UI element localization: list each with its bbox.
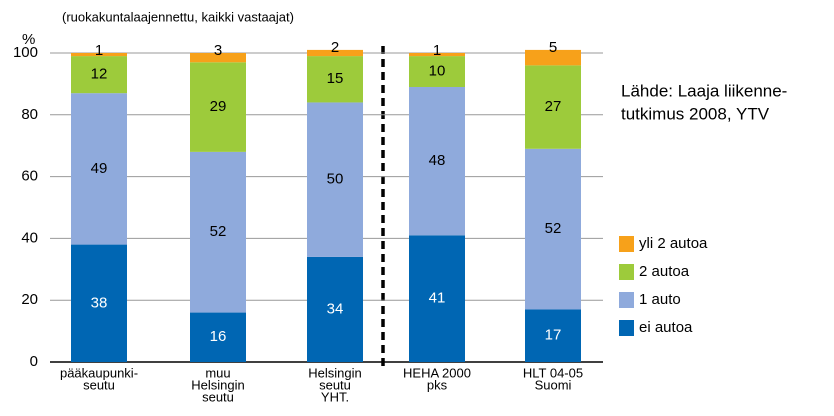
y-axis-label: % — [22, 31, 35, 48]
bar-segment — [409, 86, 465, 236]
data-label: 3 — [214, 42, 222, 59]
bar-segment — [525, 309, 581, 362]
x-tick-label: YHT. — [321, 389, 349, 404]
bar-segment — [525, 148, 581, 310]
legend-swatch — [619, 320, 634, 336]
data-label: 52 — [210, 223, 227, 240]
data-label: 1 — [433, 42, 441, 59]
legend-swatch — [619, 264, 634, 280]
data-label: 15 — [327, 70, 344, 87]
data-label: 34 — [327, 300, 344, 317]
bar-segment — [71, 56, 127, 94]
data-label: 50 — [327, 171, 344, 188]
legend-swatch — [619, 292, 634, 308]
source-line: Lähde: Laaja liikenne- — [621, 81, 787, 100]
data-label: 29 — [210, 98, 227, 115]
y-tick-label: 40 — [21, 229, 38, 246]
x-tick-label: Helsingin — [191, 377, 244, 392]
data-label: 38 — [91, 294, 108, 311]
y-tick-label: 0 — [30, 353, 38, 370]
data-label: 10 — [429, 63, 446, 80]
bar-segment — [190, 53, 246, 63]
bar-segment — [307, 56, 363, 103]
bar-segment — [525, 49, 581, 66]
bar-segment — [71, 53, 127, 57]
bar-segment — [190, 62, 246, 152]
legend-label: ei autoa — [639, 319, 693, 336]
data-label: 49 — [91, 160, 108, 177]
data-label: 41 — [429, 290, 446, 307]
y-tick-label: 60 — [21, 168, 38, 185]
data-label: 12 — [91, 66, 108, 83]
bar-segment — [307, 102, 363, 257]
source-line: tutkimus 2008, YTV — [621, 104, 770, 123]
x-tick-label: HLT 04-05 — [523, 365, 583, 380]
x-tick-label: muu — [205, 365, 230, 380]
x-tick-label: pks — [427, 377, 448, 392]
legend-label: 2 autoa — [639, 263, 690, 280]
y-tick-label: 80 — [21, 106, 38, 123]
data-label: 2 — [331, 39, 339, 56]
bar-segment — [307, 256, 363, 362]
data-label: 5 — [549, 39, 557, 56]
y-tick-label: 20 — [21, 291, 38, 308]
bar-segment — [409, 56, 465, 87]
data-label: 1 — [95, 42, 103, 59]
bar-segment — [525, 65, 581, 149]
x-tick-label: seutu — [202, 389, 234, 404]
data-label: 52 — [545, 220, 562, 237]
x-tick-label: HEHA 2000 — [403, 365, 471, 380]
bar-segment — [190, 312, 246, 362]
legend-swatch — [619, 236, 634, 252]
x-tick-label: pääkaupunki- — [60, 365, 138, 380]
bar-segment — [71, 93, 127, 245]
bar-segment — [190, 151, 246, 313]
bar-segment — [307, 49, 363, 57]
bar-segment — [409, 53, 465, 57]
x-tick-label: seutu — [83, 377, 115, 392]
x-tick-label: seutu — [319, 377, 351, 392]
data-label: 16 — [210, 328, 227, 345]
bar-segment — [71, 244, 127, 362]
data-label: 17 — [545, 327, 562, 344]
bar-segment — [409, 235, 465, 362]
data-label: 48 — [429, 152, 446, 169]
legend-label: yli 2 autoa — [639, 235, 708, 252]
data-label: 27 — [545, 98, 562, 115]
legend-label: 1 auto — [639, 291, 681, 308]
x-tick-label: Helsingin — [308, 365, 361, 380]
chart-subtitle: (ruokakuntalaajennettu, kaikki vastaajat… — [62, 9, 294, 24]
y-tick-label: 100 — [13, 44, 38, 61]
x-tick-label: Suomi — [535, 377, 572, 392]
